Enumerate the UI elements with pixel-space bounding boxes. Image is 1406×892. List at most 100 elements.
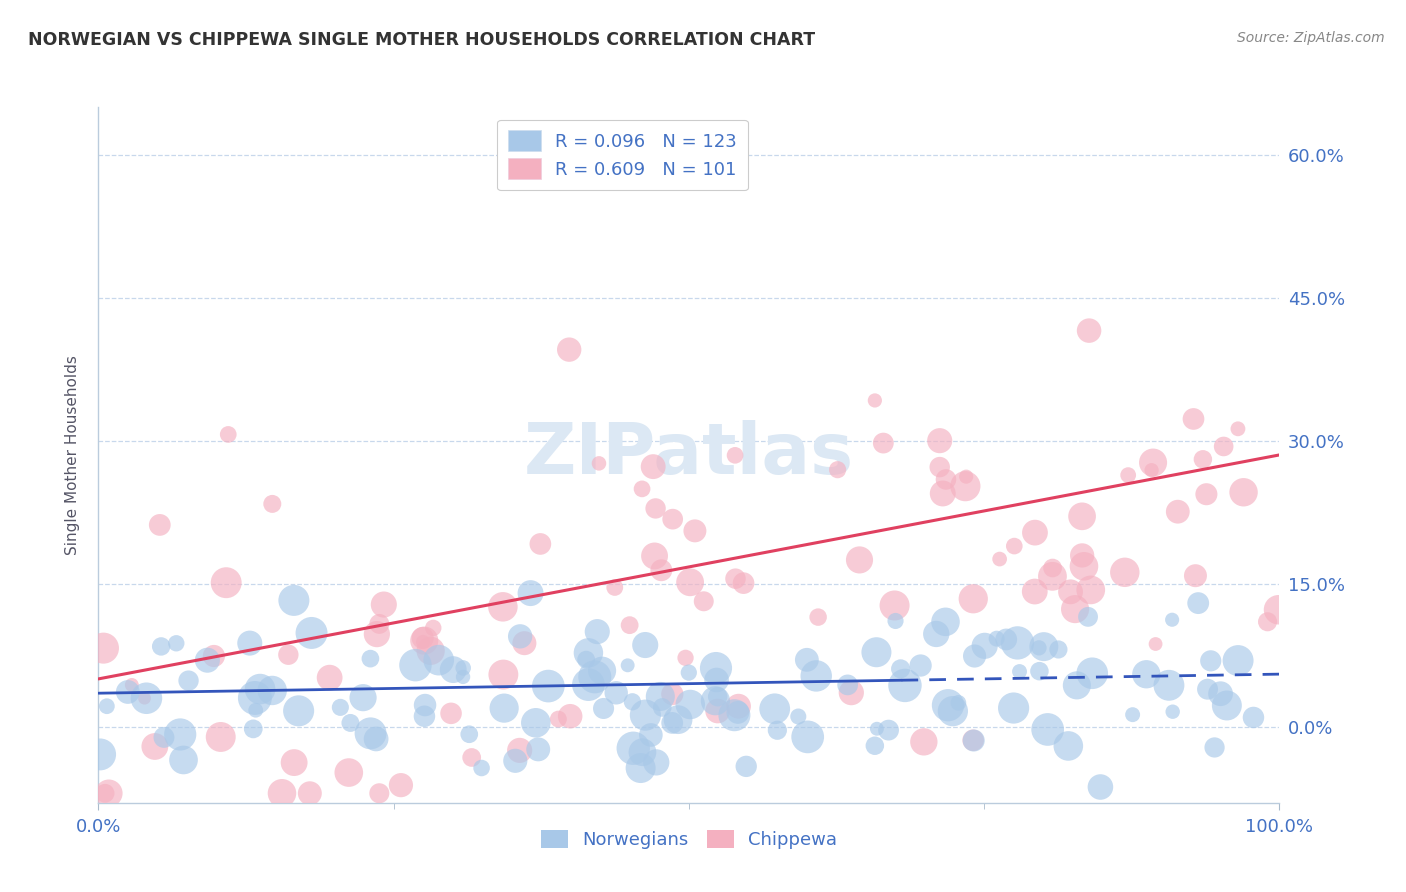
Point [643, 459, 665, 474]
Point [368, 786, 391, 800]
Point [1161, 705, 1184, 719]
Point [558, 343, 581, 357]
Point [1167, 505, 1189, 519]
Point [884, 614, 907, 628]
Point [527, 742, 550, 756]
Point [1047, 642, 1070, 657]
Point [605, 686, 627, 700]
Point [934, 615, 956, 629]
Point [640, 728, 662, 742]
Point [494, 701, 516, 715]
Point [591, 664, 613, 678]
Point [962, 733, 984, 747]
Point [962, 591, 984, 606]
Point [217, 427, 239, 442]
Point [97, 786, 120, 800]
Point [679, 698, 702, 712]
Point [96, 699, 118, 714]
Point [509, 743, 531, 757]
Point [848, 553, 870, 567]
Point [839, 685, 862, 699]
Point [1161, 613, 1184, 627]
Point [1077, 610, 1099, 624]
Point [134, 691, 156, 706]
Point [287, 704, 309, 718]
Point [509, 629, 531, 643]
Point [271, 786, 294, 800]
Point [806, 669, 828, 683]
Point [1116, 468, 1139, 483]
Point [451, 661, 474, 675]
Point [1028, 640, 1050, 655]
Point [505, 754, 527, 768]
Point [1187, 596, 1209, 610]
Point [827, 463, 849, 477]
Point [1042, 561, 1064, 575]
Point [724, 572, 747, 586]
Point [724, 448, 747, 462]
Point [650, 563, 672, 577]
Point [215, 575, 238, 590]
Point [723, 708, 745, 723]
Point [955, 479, 977, 493]
Point [932, 486, 955, 500]
Point [616, 658, 638, 673]
Point [1209, 687, 1232, 701]
Point [890, 662, 912, 676]
Point [283, 593, 305, 607]
Point [675, 650, 697, 665]
Point [262, 683, 284, 698]
Point [578, 678, 600, 692]
Point [339, 715, 361, 730]
Point [1002, 539, 1025, 553]
Point [143, 739, 166, 754]
Point [866, 722, 889, 736]
Point [529, 537, 551, 551]
Point [1078, 324, 1101, 338]
Point [318, 671, 340, 685]
Point [631, 482, 654, 496]
Point [661, 715, 683, 730]
Point [766, 723, 789, 738]
Point [678, 665, 700, 680]
Point [928, 434, 950, 448]
Point [1036, 723, 1059, 737]
Point [460, 750, 482, 764]
Legend: Norwegians, Chippewa: Norwegians, Chippewa [533, 822, 845, 856]
Point [963, 648, 986, 663]
Point [492, 667, 515, 681]
Point [413, 698, 436, 712]
Point [537, 679, 560, 693]
Point [1002, 701, 1025, 715]
Point [422, 621, 444, 635]
Point [661, 512, 683, 526]
Point [883, 599, 905, 613]
Point [373, 598, 395, 612]
Point [603, 581, 626, 595]
Point [1135, 667, 1157, 681]
Point [412, 631, 434, 645]
Point [796, 653, 818, 667]
Point [1227, 654, 1250, 668]
Point [352, 690, 374, 705]
Point [337, 765, 360, 780]
Point [1199, 654, 1222, 668]
Point [441, 663, 464, 677]
Point [592, 701, 614, 715]
Point [1090, 780, 1112, 794]
Point [1232, 485, 1254, 500]
Point [94, 786, 117, 800]
Point [631, 745, 654, 759]
Point [1216, 698, 1239, 713]
Point [366, 627, 388, 641]
Point [586, 624, 609, 639]
Point [1195, 487, 1218, 501]
Point [1028, 664, 1050, 678]
Point [1080, 582, 1102, 597]
Point [547, 712, 569, 726]
Point [1182, 412, 1205, 426]
Point [412, 635, 434, 649]
Point [169, 727, 191, 741]
Point [575, 653, 598, 667]
Point [925, 627, 948, 641]
